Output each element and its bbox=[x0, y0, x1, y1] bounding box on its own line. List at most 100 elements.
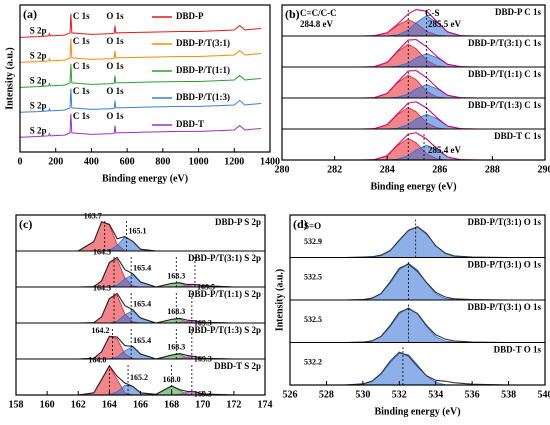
x-tick-label: 530 bbox=[355, 389, 370, 400]
x-axis-label: Binding energy (eV) bbox=[370, 181, 456, 192]
legend-label: DBD-P/T(3:1) bbox=[176, 38, 230, 48]
x-tick-label: 162 bbox=[71, 399, 86, 410]
annotation: 285.4 eV bbox=[428, 145, 461, 155]
x-tick-label: 534 bbox=[428, 389, 443, 400]
x-tick-label: 284 bbox=[380, 164, 395, 175]
x-tick-label: 164 bbox=[102, 399, 117, 410]
peak-annotation: C 1s bbox=[73, 11, 90, 21]
peak-label: 164.3 bbox=[93, 247, 111, 256]
subpanel-title: DBD-P/T(1:1) S 2p bbox=[188, 289, 261, 299]
peak-annotation: S 2p bbox=[30, 25, 47, 35]
x-tick-label: 540 bbox=[538, 389, 550, 400]
spectrum-line bbox=[19, 88, 262, 113]
peak-label: 164.0 bbox=[88, 356, 106, 365]
peak-annotation: C 1s bbox=[73, 111, 90, 121]
annotation: S=O bbox=[304, 221, 321, 231]
x-axis-label: Binding energy (eV) bbox=[102, 173, 188, 184]
peak-annotation: C 1s bbox=[73, 36, 90, 46]
annotation: C-S bbox=[425, 8, 440, 18]
peak-label: 163.7 bbox=[84, 212, 102, 221]
legend-label: DBD-P/T(1:1) bbox=[176, 65, 230, 75]
subpanel-title: DBD-P/T(3:1) O 1s bbox=[468, 302, 542, 312]
x-tick-label: 536 bbox=[465, 389, 480, 400]
x-tick-label: 286 bbox=[432, 164, 447, 175]
x-tick-label: 280 bbox=[275, 164, 290, 175]
peak-annotation: S 2p bbox=[30, 100, 47, 110]
fit-component bbox=[290, 352, 545, 386]
x-tick-label: 800 bbox=[155, 156, 170, 167]
peak-annotation: O 1s bbox=[106, 86, 124, 96]
spectrum-line bbox=[16, 364, 265, 396]
subpanel-title: DBD-P/T(1:1) C 1s bbox=[468, 69, 541, 79]
x-tick-label: 168 bbox=[164, 399, 179, 410]
fit-component bbox=[290, 226, 545, 258]
peak-label: 164.2 bbox=[91, 326, 109, 335]
subpanel-title: DBD-P/T(3:1) O 1s bbox=[468, 260, 542, 270]
spectrum-line bbox=[19, 13, 262, 38]
peak-label: 165.4 bbox=[133, 300, 151, 309]
subpanel-title: DBD-T O 1s bbox=[494, 345, 542, 355]
annotation: C=C/C-C bbox=[300, 8, 337, 18]
spectrum-line bbox=[290, 351, 545, 386]
spectrum-line bbox=[16, 335, 265, 360]
legend-label: DBD-P bbox=[176, 11, 204, 21]
legend-label: DBD-T bbox=[176, 119, 204, 129]
peak-label: 532.5 bbox=[304, 315, 322, 324]
subpanel-title: DBD-P C 1s bbox=[495, 7, 541, 17]
subpanel-title: DBD-P/T(1:3) C 1s bbox=[468, 100, 541, 110]
spectrum-line bbox=[19, 113, 262, 138]
subpanel-title: DBD-P/T(3:1) C 1s bbox=[468, 38, 541, 48]
x-tick-label: 532 bbox=[392, 389, 407, 400]
fit-component bbox=[16, 346, 265, 360]
x-tick-label: 288 bbox=[485, 164, 500, 175]
subpanel-title: DBD-P S 2p bbox=[215, 217, 261, 227]
spectrum-line bbox=[19, 38, 262, 63]
panel-label: (a) bbox=[23, 7, 37, 21]
peak-label: 165.1 bbox=[128, 226, 146, 235]
x-tick-label: 174 bbox=[258, 399, 273, 410]
x-tick-label: 400 bbox=[84, 156, 99, 167]
x-axis-label: Binding energy (eV) bbox=[374, 406, 460, 417]
peak-label: 532.2 bbox=[304, 357, 322, 366]
peak-annotation: S 2p bbox=[30, 75, 47, 85]
panel-frame bbox=[281, 4, 546, 161]
subpanel-title: DBD-P/T(3:1) S 2p bbox=[188, 253, 261, 263]
y-axis-label: Intensity (a.u.) bbox=[4, 47, 15, 110]
subpanel-title: DBD-T C 1s bbox=[494, 131, 541, 141]
peak-label: 532.9 bbox=[304, 237, 322, 246]
annotation: 284.8 eV bbox=[300, 19, 333, 29]
x-tick-label: 172 bbox=[226, 399, 241, 410]
panel-label: (b) bbox=[285, 7, 300, 21]
x-tick-label: 538 bbox=[501, 389, 516, 400]
subpanel-title: DBD-T S 2p bbox=[214, 361, 261, 371]
annotation: 285.5 eV bbox=[428, 19, 461, 29]
y-axis-label: Intensity (a.u.) bbox=[274, 269, 285, 332]
x-tick-label: 160 bbox=[40, 399, 55, 410]
fit-component bbox=[16, 310, 265, 324]
peak-label: 532.5 bbox=[304, 272, 322, 281]
peak-annotation: O 1s bbox=[106, 36, 124, 46]
peak-annotation: S 2p bbox=[30, 125, 47, 135]
peak-label: 165.4 bbox=[133, 336, 151, 345]
panel-label: (d) bbox=[293, 217, 308, 231]
panel-frame bbox=[19, 4, 271, 153]
x-tick-label: 528 bbox=[319, 389, 334, 400]
peak-annotation: S 2p bbox=[30, 50, 47, 60]
peak-label: 165.4 bbox=[133, 264, 151, 273]
fit-component bbox=[16, 274, 265, 288]
peak-annotation: C 1s bbox=[73, 61, 90, 71]
legend-label: DBD-P/T(1:3) bbox=[176, 92, 230, 102]
spectrum-line bbox=[19, 63, 262, 88]
panel-frame bbox=[289, 214, 546, 386]
peak-annotation: O 1s bbox=[106, 61, 124, 71]
x-tick-label: 290 bbox=[538, 164, 550, 175]
peak-label: 168.3 bbox=[167, 307, 185, 316]
peak-annotation: O 1s bbox=[106, 111, 124, 121]
peak-annotation: C 1s bbox=[73, 86, 90, 96]
subpanel-title: DBD-P/T(3:1) O 1s bbox=[468, 217, 542, 227]
x-tick-label: 1200 bbox=[224, 156, 244, 167]
x-tick-label: 170 bbox=[195, 399, 210, 410]
x-tick-label: 600 bbox=[120, 156, 135, 167]
x-tick-label: 158 bbox=[9, 399, 24, 410]
